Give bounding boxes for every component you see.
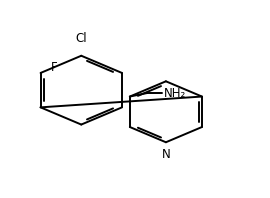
Text: NH₂: NH₂ [163,87,186,100]
Text: Cl: Cl [76,32,87,45]
Text: F: F [51,61,58,73]
Text: N: N [161,148,170,161]
